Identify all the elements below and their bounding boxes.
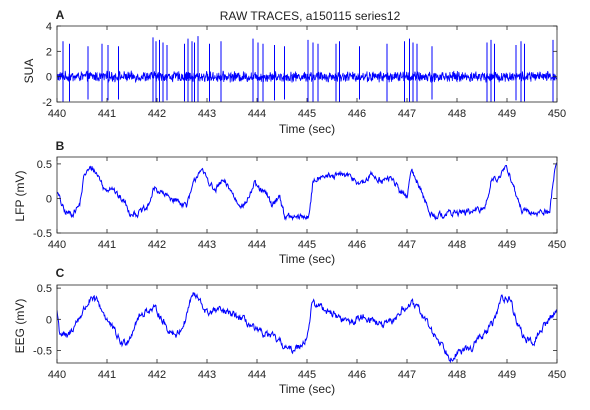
y-tick-label: -2 <box>42 97 52 109</box>
y-tick-label: -0.5 <box>33 228 52 240</box>
x-tick-label: 445 <box>298 108 316 120</box>
y-tick-label: 0.5 <box>37 159 52 171</box>
x-tick-label: 441 <box>98 239 116 251</box>
x-tick-label: 442 <box>148 369 166 381</box>
ylabel-lfp: LFP (mV) <box>13 170 27 221</box>
x-tick-label: 440 <box>48 239 66 251</box>
x-tick-label: 440 <box>48 108 66 120</box>
x-tick-label: 448 <box>448 239 466 251</box>
y-tick-label: 0 <box>46 193 52 205</box>
xlabel-panel-c: Time (sec) <box>279 382 335 396</box>
figure-title: RAW TRACES, a150115 series12 <box>220 9 401 23</box>
x-tick-label: 443 <box>198 369 216 381</box>
x-tick-label: 450 <box>548 108 566 120</box>
panel-b-lfp: B LFP (mV) Time (sec) 440 441 442 443 444 445… <box>13 139 566 266</box>
panel-letter-b: B <box>56 139 65 153</box>
x-tick-label: 440 <box>48 369 66 381</box>
x-tick-label: 446 <box>348 108 366 120</box>
panel-c-trace <box>57 292 557 363</box>
x-tick-label: 444 <box>248 108 266 120</box>
x-tick-label: 445 <box>298 239 316 251</box>
x-tick-label: 441 <box>98 108 116 120</box>
panel-c-eeg: C EEG (mV) Time (sec) 440 441 442 443 444 445… <box>13 266 566 396</box>
x-tick-label: 450 <box>548 369 566 381</box>
x-tick-label: 444 <box>248 369 266 381</box>
ylabel-sua: SUA <box>22 59 36 84</box>
x-tick-label: 441 <box>98 369 116 381</box>
panel-letter-c: C <box>56 266 65 280</box>
xlabel-panel-b: Time (sec) <box>279 252 335 266</box>
x-tick-label: 449 <box>498 108 516 120</box>
y-tick-label: 0.5 <box>37 283 52 295</box>
x-tick-label: 442 <box>148 108 166 120</box>
x-tick-label: 442 <box>148 239 166 251</box>
x-tick-label: 443 <box>198 239 216 251</box>
y-tick-label: 0 <box>46 72 52 84</box>
y-tick-label: 2 <box>46 46 52 58</box>
x-tick-label: 449 <box>498 369 516 381</box>
xlabel-panel-a: Time (sec) <box>279 122 335 136</box>
x-tick-label: 446 <box>348 369 366 381</box>
x-tick-label: 444 <box>248 239 266 251</box>
x-tick-label: 448 <box>448 369 466 381</box>
x-tick-label: 447 <box>398 239 416 251</box>
x-tick-label: 450 <box>548 239 566 251</box>
x-tick-label: 447 <box>398 369 416 381</box>
sua-noise-trace <box>57 70 557 84</box>
y-tick-label: 0 <box>46 314 52 326</box>
panel-letter-a: A <box>56 8 65 22</box>
x-tick-label: 448 <box>448 108 466 120</box>
x-tick-label: 445 <box>298 369 316 381</box>
x-tick-label: 449 <box>498 239 516 251</box>
panel-b-trace <box>57 162 557 222</box>
y-tick-label: -0.5 <box>33 346 52 358</box>
y-tick-label: 4 <box>46 21 52 33</box>
panel-a-sua: A SUA Time (sec) 440 441 442 443 444 445 446 44… <box>22 8 566 136</box>
x-tick-label: 446 <box>348 239 366 251</box>
x-tick-label: 443 <box>198 108 216 120</box>
x-tick-label: 447 <box>398 108 416 120</box>
ylabel-eeg: EEG (mV) <box>13 299 27 354</box>
